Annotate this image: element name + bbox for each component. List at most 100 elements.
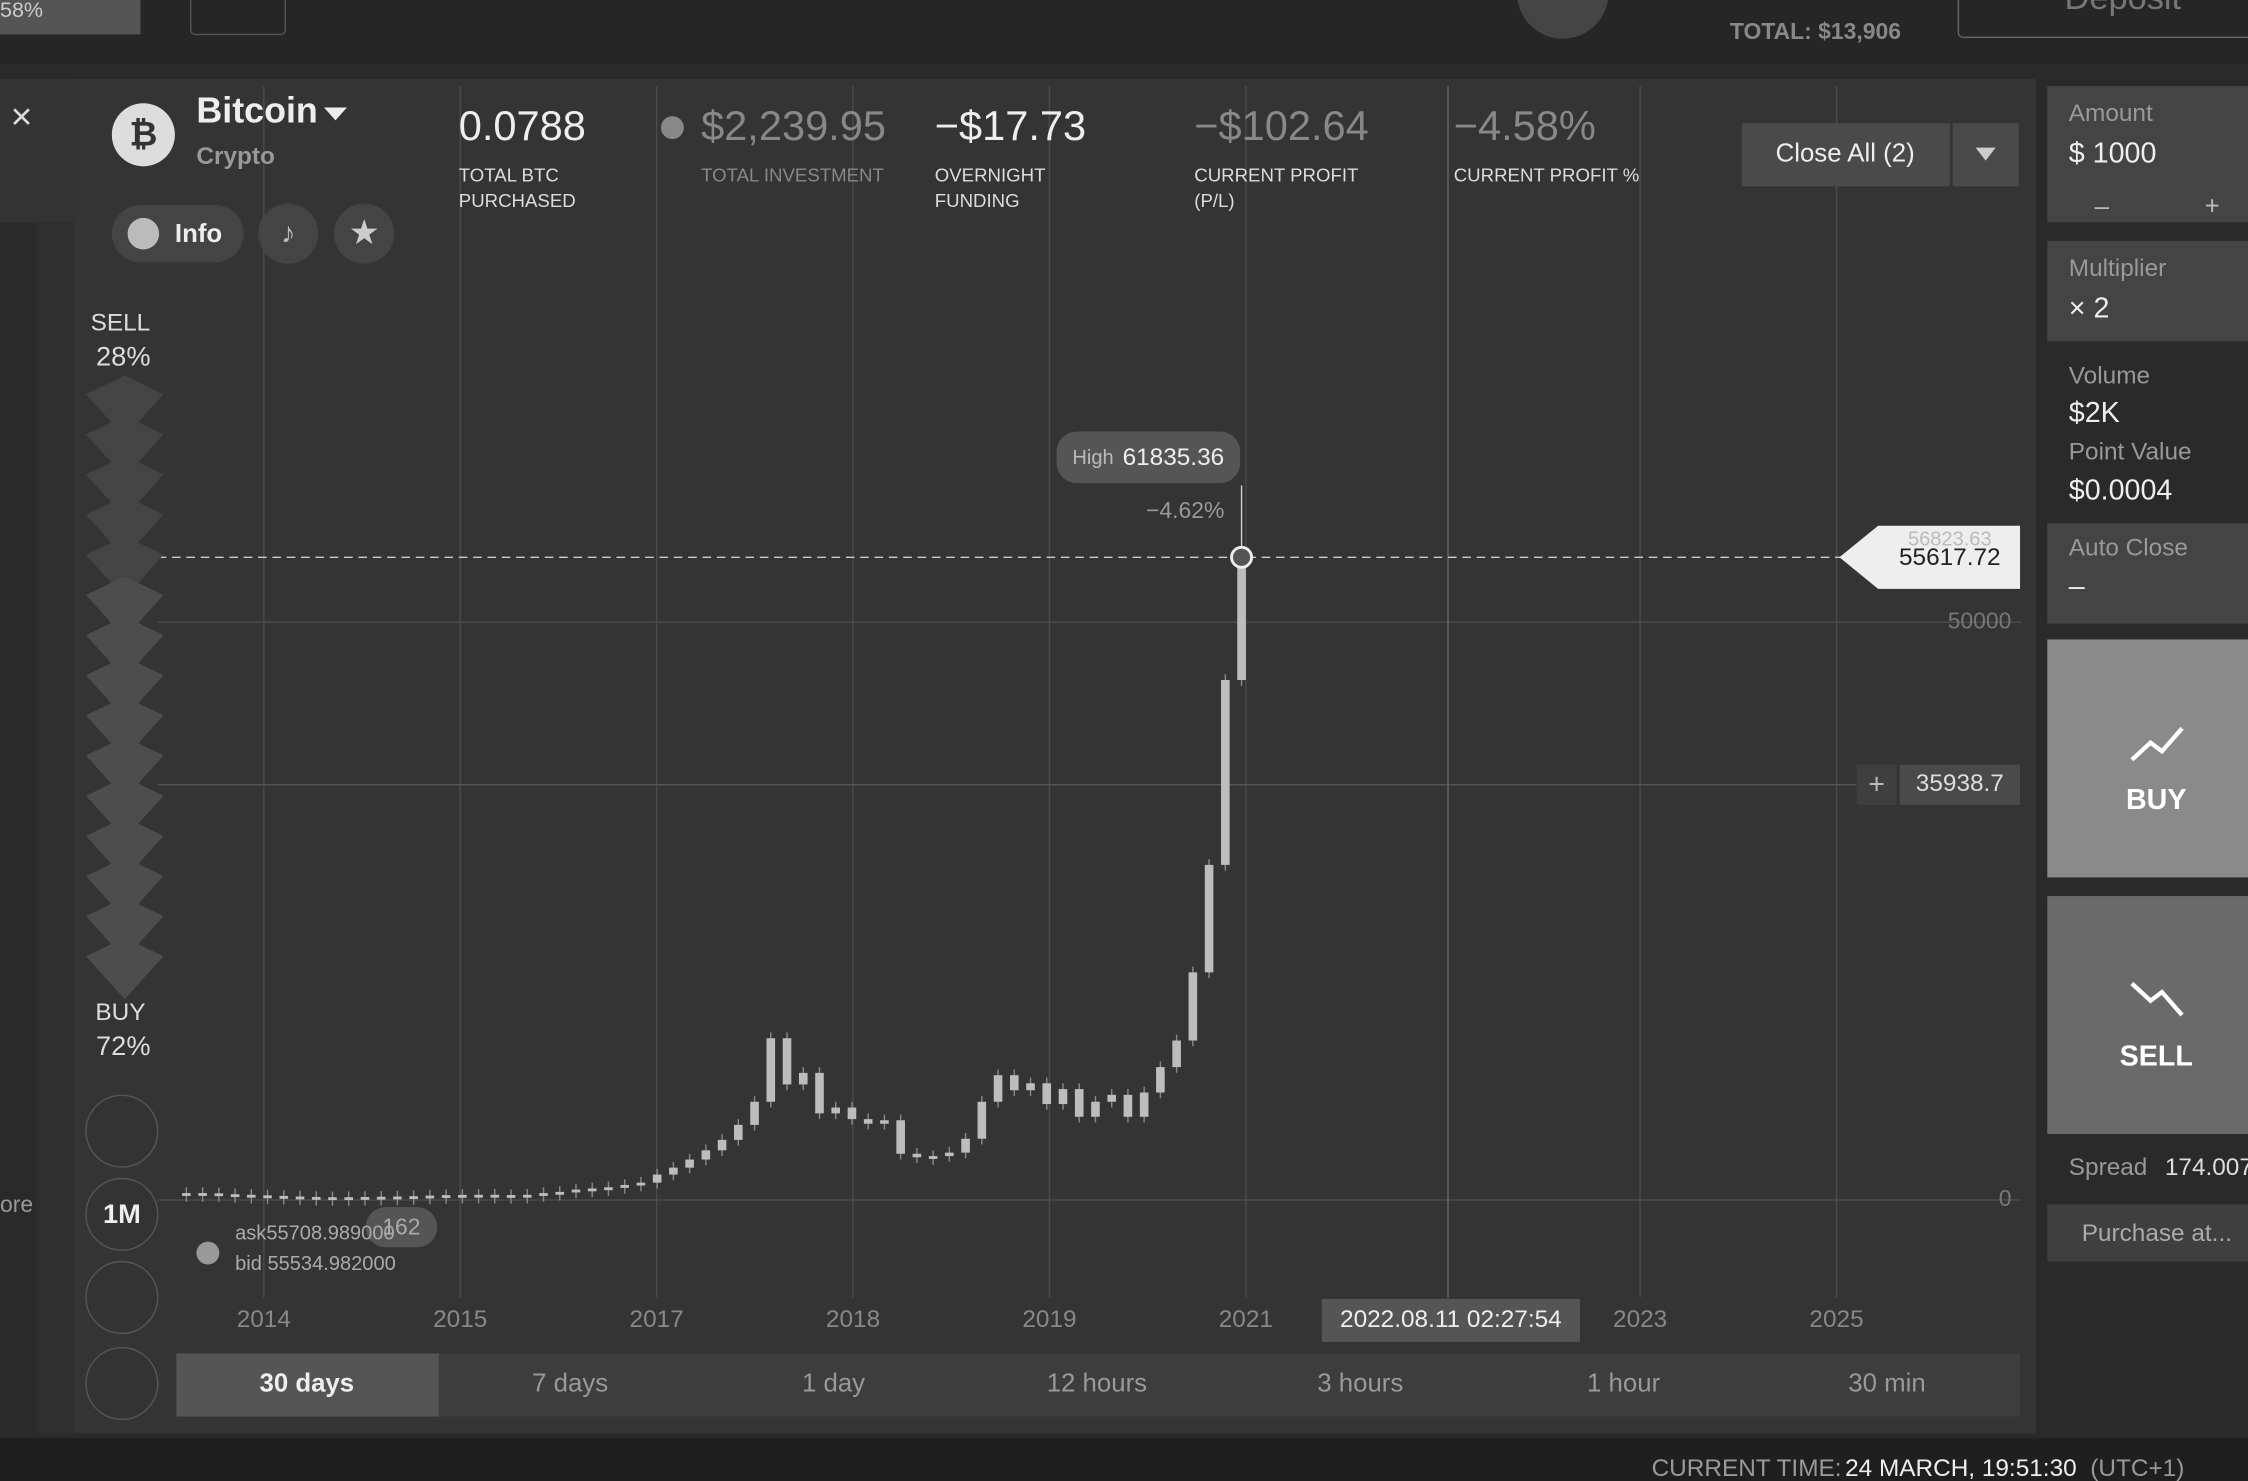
plus-icon: + <box>1868 769 1885 801</box>
chart-type-button[interactable] <box>85 1094 159 1168</box>
x-label: 2021 <box>1219 1306 1273 1333</box>
buy-icon <box>2130 726 2184 762</box>
high-label: High <box>1072 447 1113 469</box>
time-label: CURRENT TIME: <box>1652 1455 1842 1481</box>
progress <box>0 0 141 35</box>
close-all-button[interactable] <box>1741 123 1950 187</box>
asset-dropdown[interactable] <box>324 107 347 121</box>
purchase-button[interactable] <box>2047 1204 2248 1262</box>
crosshair-plus[interactable] <box>1856 764 1897 805</box>
candle <box>1009 1075 1019 1091</box>
sentiment-chevron <box>86 415 164 478</box>
candle <box>863 1119 873 1124</box>
period-button[interactable] <box>85 1177 159 1251</box>
candle <box>311 1196 321 1200</box>
candle <box>458 1194 467 1198</box>
close-icon[interactable]: × <box>11 95 33 137</box>
amount-box[interactable] <box>2047 86 2248 223</box>
candle <box>1172 1040 1181 1068</box>
y-tick-label: 50000 <box>1948 607 2012 633</box>
candle <box>214 1193 224 1197</box>
sentiment-chevron <box>86 777 164 839</box>
investment-help <box>660 116 684 140</box>
period-option[interactable]: 30 min <box>1848 1370 1925 1398</box>
candle <box>1139 1092 1149 1117</box>
sentiment-chevron <box>86 937 164 1000</box>
candle <box>1074 1089 1084 1117</box>
candle <box>1237 557 1246 680</box>
sentiment-chevron <box>86 897 164 960</box>
period-option[interactable]: 30 days <box>259 1370 354 1398</box>
candle <box>1107 1094 1116 1102</box>
add-button[interactable] <box>189 0 287 36</box>
price-value: 55617.72 <box>1899 544 2001 571</box>
auto-close-box[interactable] <box>2047 523 2248 624</box>
asset-name: Bitcoin <box>196 91 317 131</box>
sentiment-chevron <box>86 455 164 518</box>
x-label: 2015 <box>433 1306 487 1333</box>
candle <box>555 1191 565 1195</box>
candle <box>1058 1089 1068 1105</box>
candle <box>652 1174 662 1183</box>
period-option[interactable]: 7 days <box>532 1370 608 1398</box>
candle <box>1026 1083 1035 1091</box>
candle <box>571 1189 581 1193</box>
candle <box>490 1194 500 1198</box>
crosshair-value: 35938.7 <box>1916 770 2004 797</box>
period-tool[interactable]: 1M <box>103 1198 141 1229</box>
period-active[interactable] <box>176 1353 439 1417</box>
badge: 162 <box>382 1214 420 1240</box>
info-label[interactable]: Info <box>175 220 222 248</box>
candle <box>441 1195 451 1199</box>
multiplier-box[interactable] <box>2047 240 2248 342</box>
price-dot <box>1230 545 1254 569</box>
help-icon <box>196 1241 220 1265</box>
candle <box>344 1197 354 1201</box>
period-option[interactable]: 1 hour <box>1587 1370 1661 1398</box>
candle <box>782 1038 792 1085</box>
period-option[interactable]: 12 hours <box>1047 1370 1147 1398</box>
candle <box>766 1038 776 1102</box>
close-all[interactable]: Close All (2) <box>1776 140 1915 168</box>
candle <box>198 1193 207 1196</box>
candle <box>945 1152 954 1157</box>
x-label: 2019 <box>1022 1306 1076 1333</box>
stat-label: TOTAL BTC <box>459 164 559 185</box>
total: TOTAL: $13,906 <box>1730 18 1901 44</box>
period-option[interactable]: 1 day <box>802 1370 865 1398</box>
sidebar-plus: + <box>2205 193 2220 221</box>
avatar[interactable] <box>1517 0 1609 39</box>
favorite-button[interactable] <box>334 203 395 264</box>
indicator-button[interactable] <box>85 1346 159 1421</box>
sell-percent: 28% <box>96 341 150 372</box>
sidebar-amount-label: Amount <box>2069 100 2153 127</box>
deposit[interactable]: Deposit <box>2064 0 2181 17</box>
sidebar-spread: 174.007 <box>2165 1154 2248 1181</box>
candle <box>182 1193 191 1196</box>
buy-text[interactable]: BUY <box>2126 784 2187 816</box>
candle <box>977 1101 987 1139</box>
star-icon: ★ <box>349 214 380 252</box>
candle <box>928 1156 938 1159</box>
stat-label: CURRENT PROFIT % <box>1454 164 1640 185</box>
footer <box>0 1437 2248 1481</box>
draw-button[interactable] <box>85 1260 159 1335</box>
sentiment-chevron <box>86 817 164 879</box>
candle <box>328 1197 337 1201</box>
price-behind: 56823.63 <box>1908 528 1992 550</box>
deposit-button[interactable] <box>1957 0 2248 38</box>
sell-text[interactable]: SELL <box>2120 1041 2193 1073</box>
stat-label: TOTAL INVESTMENT <box>701 164 884 185</box>
candle <box>798 1072 808 1085</box>
sell-button[interactable] <box>2047 896 2248 1135</box>
period-option[interactable]: 3 hours <box>1317 1370 1403 1398</box>
alert-button[interactable] <box>258 203 319 264</box>
candle <box>522 1194 532 1198</box>
time: 24 MARCH, 19:51:30 <box>1845 1455 2077 1481</box>
bell-icon: ♪ <box>281 218 295 250</box>
candle <box>1204 864 1214 973</box>
buy-button[interactable] <box>2047 639 2248 878</box>
candle <box>669 1167 678 1175</box>
stat-value: $2,239.95 <box>701 102 886 149</box>
